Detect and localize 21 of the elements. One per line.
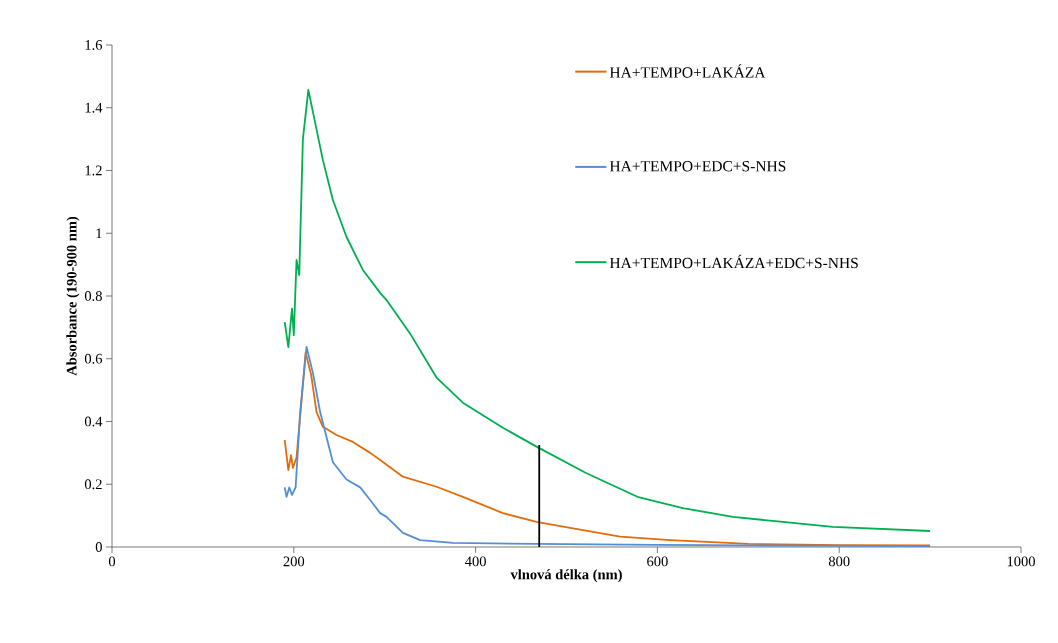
legend-label: HA+TEMPO+LAKÁZA [609, 64, 766, 78]
x-axis-title: vlnová délka (nm) [510, 569, 622, 583]
legend-label: HA+TEMPO+EDC+S-NHS [609, 161, 786, 172]
x-tick-label: 600 [647, 556, 668, 567]
y-tick-label: 0.8 [84, 291, 102, 301]
y-tick-label: 0.2 [84, 479, 102, 490]
y-tick-label: 0.4 [84, 416, 103, 427]
x-tick-label: 400 [465, 556, 486, 567]
x-tick-label: 0 [108, 556, 116, 567]
legend-label: HA+TEMPO+LAKÁZA+EDC+S-NHS [609, 254, 858, 269]
y-axis-title: Absorbance (190-900 nm) [66, 216, 80, 376]
x-tick-label: 200 [283, 556, 305, 567]
y-tick-label: 1 [96, 228, 102, 239]
line-series [283, 88, 932, 532]
y-tick-label: 1.6 [85, 40, 103, 50]
y-tick-label: 1.4 [85, 102, 103, 113]
x-tick-label: 800 [828, 556, 850, 567]
y-tick-label: 0.6 [84, 353, 103, 364]
y-tick-label: 1.2 [85, 165, 102, 176]
y-tick-label: 0 [95, 542, 102, 552]
x-tick-label: 1000 [1007, 556, 1035, 567]
